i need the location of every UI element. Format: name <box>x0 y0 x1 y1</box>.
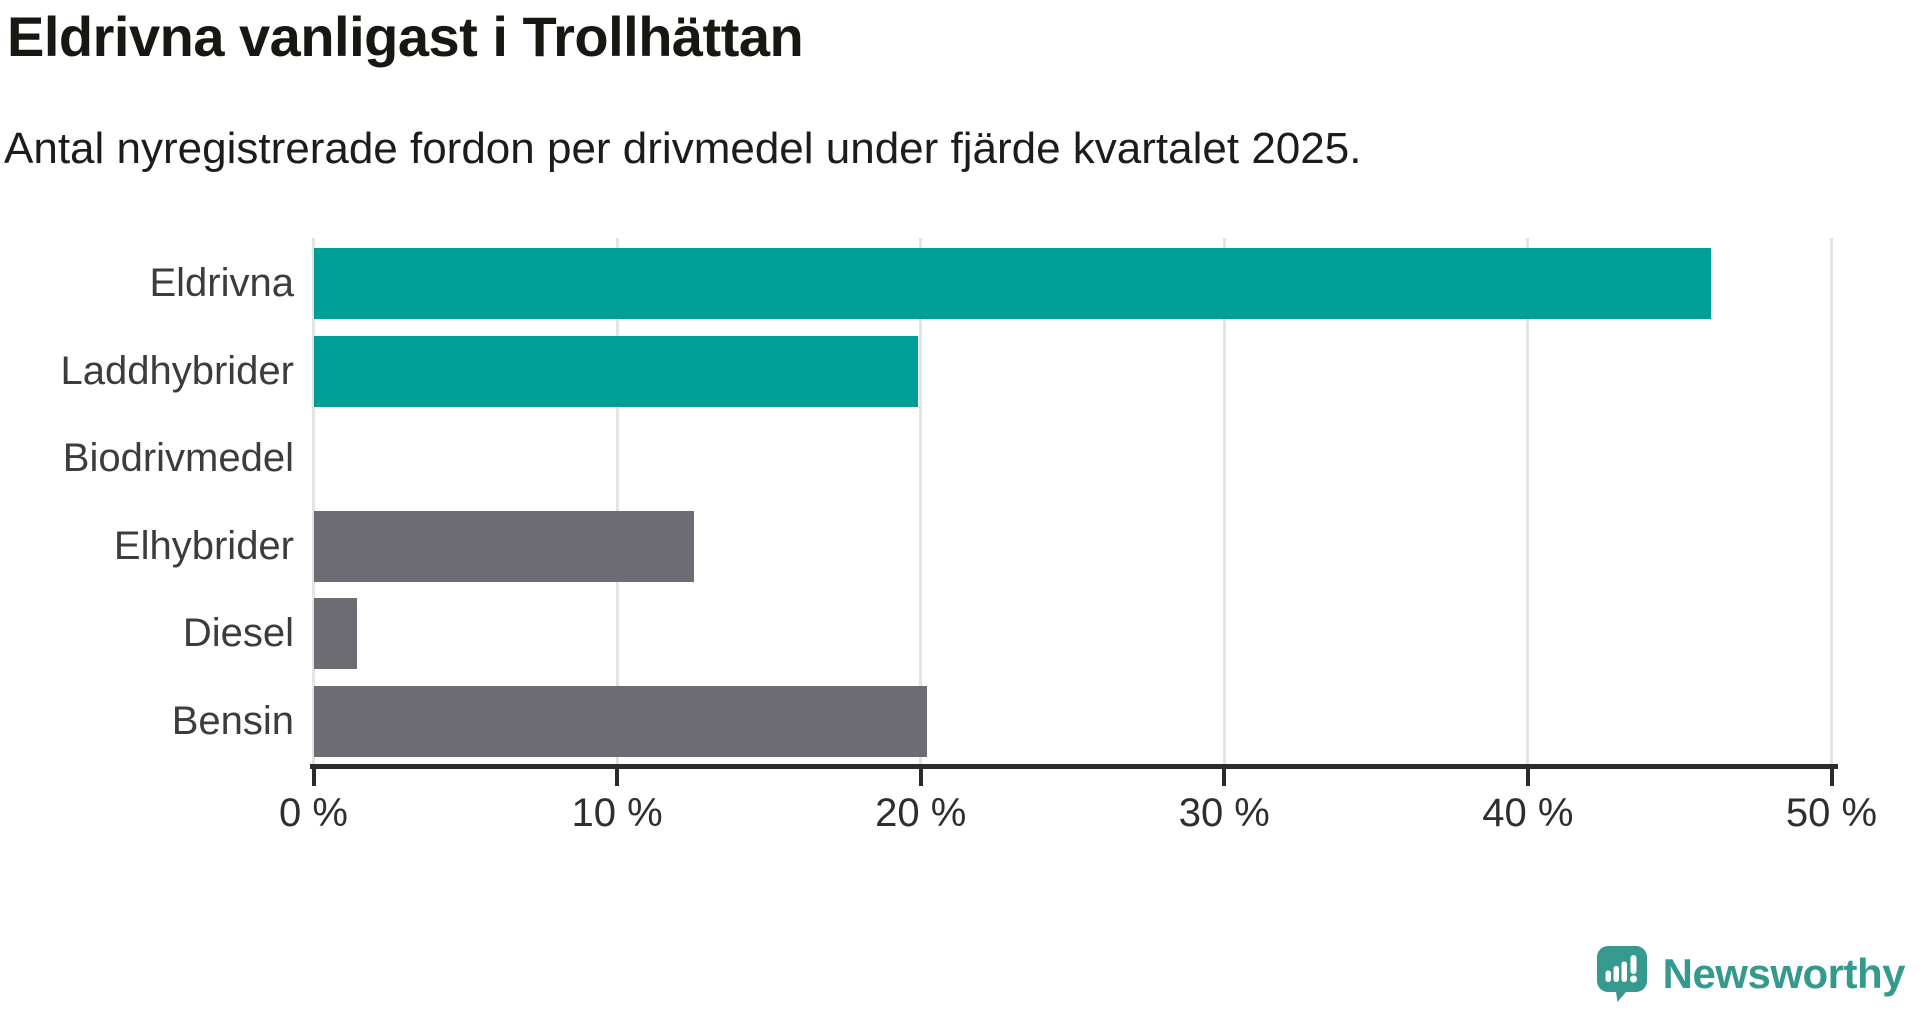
gridline <box>615 238 619 764</box>
brand-name: Newsworthy <box>1662 950 1906 997</box>
gridline <box>1526 238 1530 764</box>
bar-bensin <box>314 686 928 757</box>
x-tick-label: 40 % <box>1482 791 1574 835</box>
category-label: Laddhybrider <box>60 348 295 393</box>
category-label: Diesel <box>182 611 294 656</box>
page-title: Eldrivna vanligast i Trollhättan <box>7 5 804 68</box>
page-subtitle: Antal nyregistrerade fordon per drivmede… <box>4 124 1362 173</box>
x-tick-label: 10 % <box>571 791 663 835</box>
axis-tick <box>1222 769 1227 786</box>
axis-tick <box>1829 769 1834 786</box>
bar-elhybrider <box>314 510 694 582</box>
bar-laddhybrider <box>314 335 919 407</box>
gridline <box>312 238 315 764</box>
category-label: Bensin <box>171 699 294 743</box>
axis-tick <box>1525 769 1530 786</box>
x-tick-label: 50 % <box>1785 791 1878 835</box>
axis-tick <box>615 769 620 786</box>
newsworthy-logo-icon <box>1596 946 1647 1002</box>
gridline <box>919 238 923 764</box>
x-axis-line <box>310 764 1838 769</box>
gridline <box>1222 238 1226 764</box>
newsworthy-logo: Newsworthy <box>1596 946 1906 1002</box>
category-label: Elhybrider <box>113 523 294 568</box>
axis-tick <box>918 769 923 786</box>
x-tick-label: 30 % <box>1178 791 1270 835</box>
category-label: Biodrivmedel <box>62 436 294 481</box>
x-tick-label: 20 % <box>875 791 967 835</box>
x-tick-label: 0 % <box>279 791 348 835</box>
bar-eldrivna <box>314 248 1711 319</box>
category-label: Eldrivna <box>149 261 294 305</box>
gridline <box>1830 238 1833 764</box>
bar-diesel <box>314 598 357 670</box>
axis-tick <box>311 769 316 786</box>
